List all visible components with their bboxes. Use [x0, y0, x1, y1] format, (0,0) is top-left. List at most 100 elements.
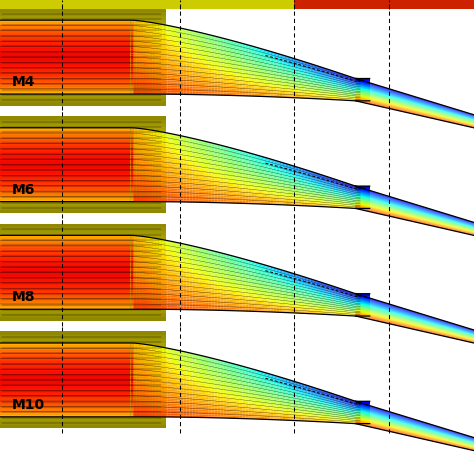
Polygon shape [72, 198, 74, 200]
Polygon shape [286, 305, 289, 307]
Polygon shape [292, 194, 295, 196]
Polygon shape [124, 182, 128, 183]
Polygon shape [168, 287, 171, 289]
Polygon shape [338, 206, 342, 207]
Polygon shape [364, 195, 366, 196]
Polygon shape [40, 250, 44, 252]
Polygon shape [50, 152, 53, 154]
Polygon shape [276, 378, 280, 380]
Polygon shape [143, 349, 146, 352]
Polygon shape [174, 254, 177, 256]
Polygon shape [155, 413, 158, 415]
Polygon shape [199, 36, 202, 37]
Polygon shape [283, 174, 286, 176]
Polygon shape [351, 402, 354, 404]
Polygon shape [218, 293, 220, 294]
Polygon shape [332, 295, 336, 297]
Polygon shape [152, 171, 155, 173]
Polygon shape [304, 64, 308, 66]
Polygon shape [162, 31, 164, 34]
Polygon shape [171, 357, 174, 360]
Polygon shape [314, 86, 317, 87]
Polygon shape [12, 131, 16, 133]
Polygon shape [109, 272, 112, 274]
Polygon shape [289, 393, 292, 394]
Polygon shape [62, 129, 65, 131]
Polygon shape [168, 242, 171, 245]
Polygon shape [37, 194, 40, 196]
Polygon shape [146, 399, 149, 401]
Polygon shape [214, 410, 218, 412]
Polygon shape [171, 186, 174, 188]
Polygon shape [220, 188, 224, 190]
Polygon shape [37, 129, 40, 131]
Polygon shape [267, 275, 270, 277]
Polygon shape [276, 92, 280, 94]
Polygon shape [230, 255, 233, 257]
Polygon shape [336, 95, 338, 96]
Polygon shape [106, 182, 109, 183]
Polygon shape [100, 33, 102, 35]
Polygon shape [93, 155, 96, 157]
Polygon shape [220, 87, 224, 88]
Polygon shape [283, 275, 286, 277]
Polygon shape [12, 241, 16, 243]
Polygon shape [338, 302, 342, 303]
Polygon shape [338, 80, 342, 82]
Polygon shape [115, 192, 118, 194]
Polygon shape [186, 88, 190, 90]
Polygon shape [74, 382, 78, 383]
Polygon shape [137, 262, 140, 264]
Polygon shape [211, 146, 214, 148]
Polygon shape [199, 182, 202, 184]
Polygon shape [100, 255, 102, 257]
Polygon shape [248, 172, 252, 173]
Polygon shape [267, 381, 270, 383]
Polygon shape [100, 385, 102, 387]
Polygon shape [196, 277, 199, 279]
Polygon shape [137, 137, 140, 139]
Polygon shape [6, 374, 9, 376]
Polygon shape [28, 257, 31, 259]
Polygon shape [338, 196, 342, 197]
Polygon shape [183, 306, 186, 308]
Polygon shape [211, 66, 214, 68]
Polygon shape [220, 92, 224, 94]
Polygon shape [155, 251, 158, 253]
Polygon shape [280, 302, 283, 304]
Polygon shape [239, 190, 242, 191]
Polygon shape [143, 180, 146, 182]
Polygon shape [162, 54, 164, 56]
Polygon shape [12, 376, 16, 378]
Polygon shape [25, 157, 28, 159]
Polygon shape [208, 89, 211, 91]
Polygon shape [162, 167, 164, 169]
Polygon shape [295, 72, 298, 73]
Polygon shape [149, 47, 152, 49]
Polygon shape [196, 183, 199, 185]
Polygon shape [354, 304, 357, 305]
Polygon shape [351, 94, 354, 95]
Polygon shape [59, 263, 62, 265]
Polygon shape [261, 73, 264, 74]
Polygon shape [320, 202, 323, 203]
Polygon shape [366, 413, 370, 414]
Polygon shape [130, 378, 134, 380]
Polygon shape [248, 378, 252, 380]
Polygon shape [168, 86, 171, 87]
Polygon shape [276, 276, 280, 278]
Polygon shape [37, 59, 40, 61]
Polygon shape [261, 417, 264, 418]
Polygon shape [12, 255, 16, 257]
Polygon shape [174, 84, 177, 86]
Polygon shape [190, 271, 192, 273]
Polygon shape [22, 237, 25, 239]
Polygon shape [301, 410, 304, 411]
Polygon shape [18, 26, 22, 27]
Polygon shape [18, 148, 22, 150]
Polygon shape [171, 62, 174, 64]
Polygon shape [308, 202, 310, 203]
Polygon shape [90, 367, 93, 369]
Polygon shape [317, 85, 320, 86]
Polygon shape [180, 93, 183, 94]
